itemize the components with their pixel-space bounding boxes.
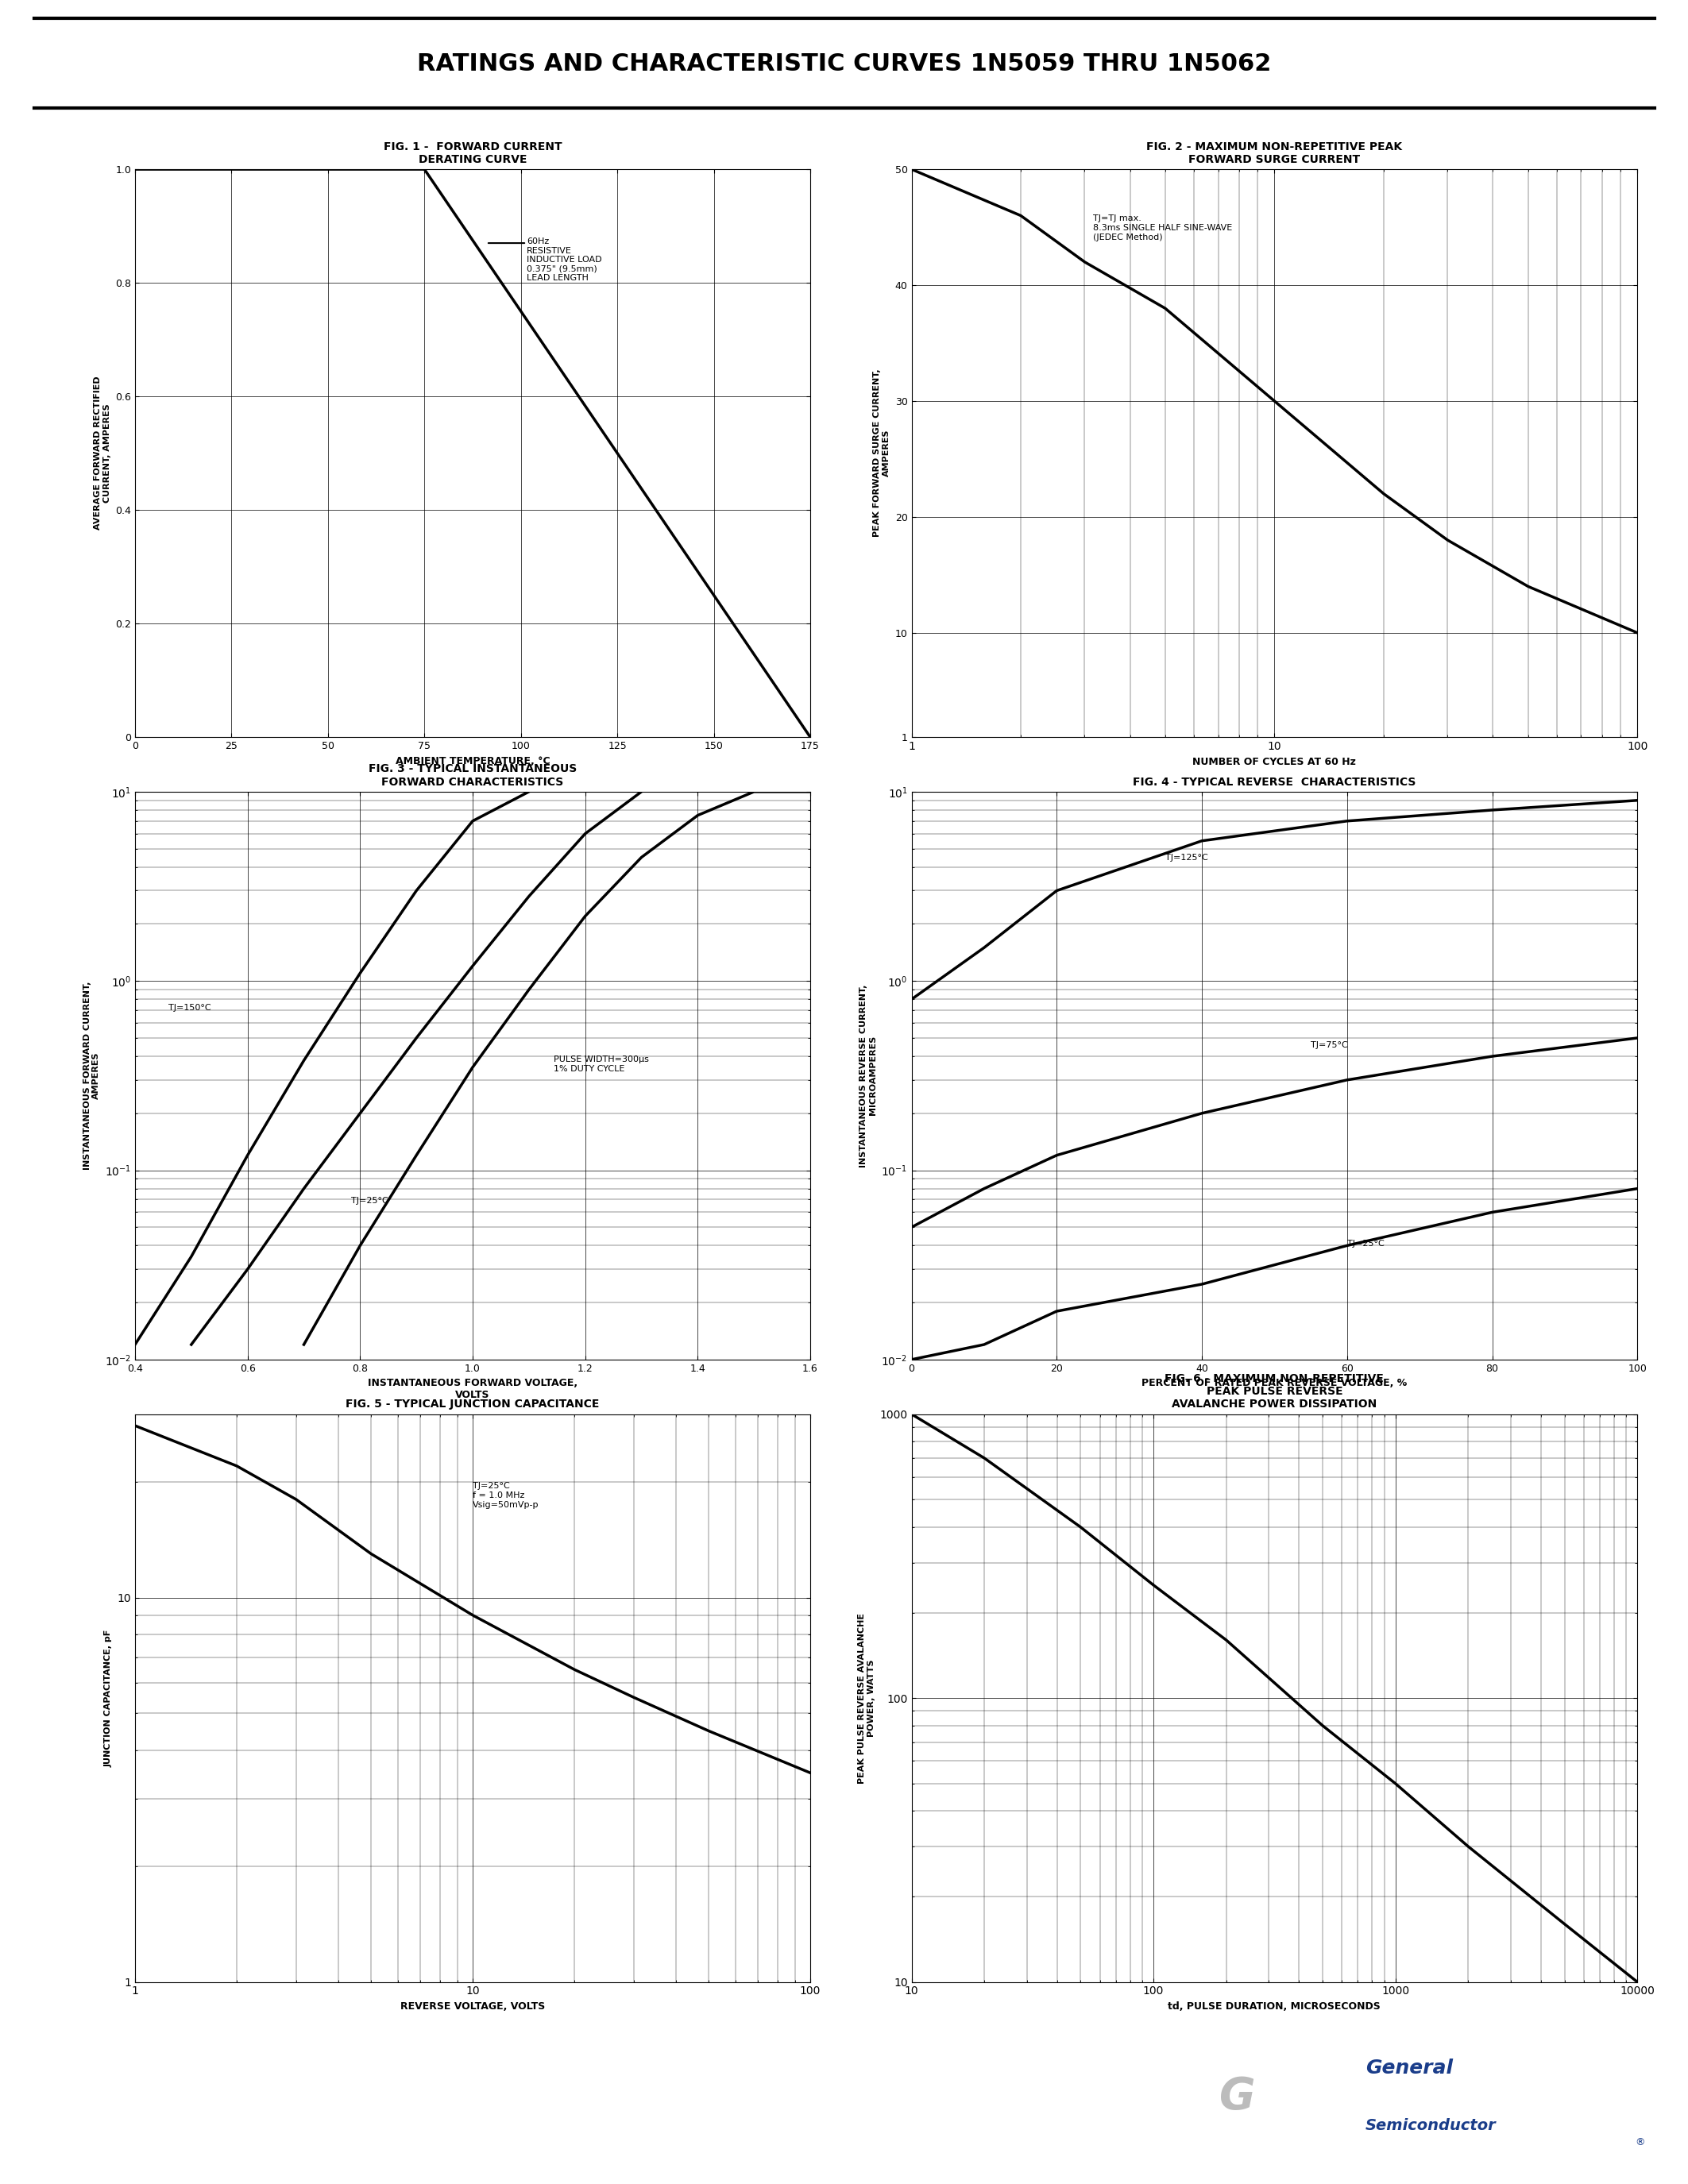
Title: FIG. 2 - MAXIMUM NON-REPETITIVE PEAK
FORWARD SURGE CURRENT: FIG. 2 - MAXIMUM NON-REPETITIVE PEAK FOR… [1146, 142, 1403, 166]
Text: RATINGS AND CHARACTERISTIC CURVES 1N5059 THRU 1N5062: RATINGS AND CHARACTERISTIC CURVES 1N5059… [417, 52, 1271, 74]
Y-axis label: AVERAGE FORWARD RECTIFIED
CURRENT, AMPERES: AVERAGE FORWARD RECTIFIED CURRENT, AMPER… [95, 376, 111, 531]
Y-axis label: INSTANTANEOUS REVERSE CURRENT,
MICROAMPERES: INSTANTANEOUS REVERSE CURRENT, MICROAMPE… [859, 985, 876, 1166]
Y-axis label: JUNCTION CAPACITANCE, pF: JUNCTION CAPACITANCE, pF [105, 1629, 113, 1767]
Text: TJ=TJ max.
8.3ms SINGLE HALF SINE-WAVE
(JEDEC Method): TJ=TJ max. 8.3ms SINGLE HALF SINE-WAVE (… [1094, 214, 1232, 240]
X-axis label: INSTANTANEOUS FORWARD VOLTAGE,
VOLTS: INSTANTANEOUS FORWARD VOLTAGE, VOLTS [368, 1378, 577, 1400]
X-axis label: AMBIENT TEMPERATURE, °C: AMBIENT TEMPERATURE, °C [395, 756, 550, 767]
Text: TJ=75°C: TJ=75°C [1310, 1042, 1347, 1048]
Text: ®: ® [1636, 2138, 1644, 2147]
X-axis label: PERCENT OF RATED PEAK REVERSE VOLTAGE, %: PERCENT OF RATED PEAK REVERSE VOLTAGE, % [1141, 1378, 1408, 1389]
Text: G: G [1219, 2075, 1256, 2118]
X-axis label: td, PULSE DURATION, MICROSECONDS: td, PULSE DURATION, MICROSECONDS [1168, 2001, 1381, 2011]
Text: TJ=25°C: TJ=25°C [351, 1197, 388, 1206]
Title: FIG. 3 - TYPICAL INSTANTANEOUS
FORWARD CHARACTERISTICS: FIG. 3 - TYPICAL INSTANTANEOUS FORWARD C… [368, 764, 577, 788]
Text: TJ=25°C: TJ=25°C [1347, 1241, 1384, 1247]
X-axis label: NUMBER OF CYCLES AT 60 Hz: NUMBER OF CYCLES AT 60 Hz [1193, 756, 1355, 767]
Text: 60Hz
RESISTIVE
INDUCTIVE LOAD
0.375" (9.5mm)
LEAD LENGTH: 60Hz RESISTIVE INDUCTIVE LOAD 0.375" (9.… [527, 238, 603, 282]
Text: PULSE WIDTH=300μs
1% DUTY CYCLE: PULSE WIDTH=300μs 1% DUTY CYCLE [554, 1055, 648, 1072]
Y-axis label: PEAK PULSE REVERSE AVALANCHE
POWER, WATTS: PEAK PULSE REVERSE AVALANCHE POWER, WATT… [858, 1612, 876, 1784]
Title: FIG. 4 - TYPICAL REVERSE  CHARACTERISTICS: FIG. 4 - TYPICAL REVERSE CHARACTERISTICS [1133, 775, 1416, 788]
Text: Semiconductor: Semiconductor [1366, 2118, 1497, 2134]
Text: TJ=125°C: TJ=125°C [1165, 854, 1209, 860]
Title: FIG. 5 - TYPICAL JUNCTION CAPACITANCE: FIG. 5 - TYPICAL JUNCTION CAPACITANCE [346, 1398, 599, 1411]
Text: General: General [1366, 2057, 1453, 2077]
Text: TJ=25°C
f = 1.0 MHz
Vsig=50mVp-p: TJ=25°C f = 1.0 MHz Vsig=50mVp-p [473, 1483, 538, 1509]
Title: FIG. 6 - MAXIMUM NON-REPETITIVE
PEAK PULSE REVERSE
AVALANCHE POWER DISSIPATION: FIG. 6 - MAXIMUM NON-REPETITIVE PEAK PUL… [1165, 1374, 1384, 1411]
X-axis label: REVERSE VOLTAGE, VOLTS: REVERSE VOLTAGE, VOLTS [400, 2001, 545, 2011]
Title: FIG. 1 -  FORWARD CURRENT
DERATING CURVE: FIG. 1 - FORWARD CURRENT DERATING CURVE [383, 142, 562, 166]
Text: TJ=150°C: TJ=150°C [169, 1002, 211, 1011]
Y-axis label: PEAK FORWARD SURGE CURRENT,
AMPERES: PEAK FORWARD SURGE CURRENT, AMPERES [873, 369, 891, 537]
Y-axis label: INSTANTANEOUS FORWARD CURRENT,
AMPERES: INSTANTANEOUS FORWARD CURRENT, AMPERES [83, 981, 100, 1171]
